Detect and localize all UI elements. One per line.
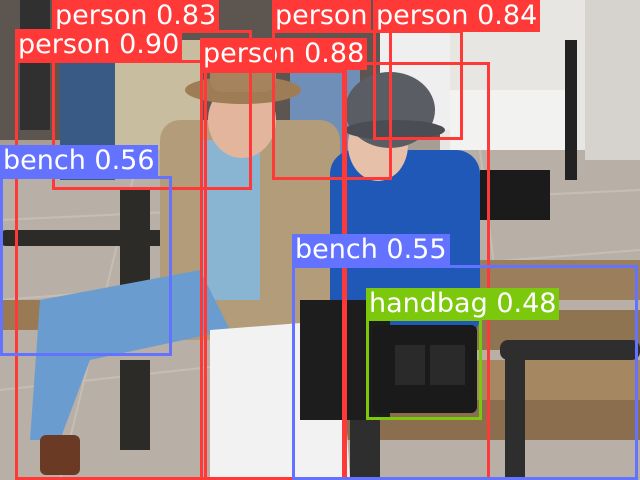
detection-label: handbag 0.48 [366, 288, 560, 320]
detection-label: person 0.84 [373, 0, 541, 32]
detection-label: person [272, 0, 371, 32]
bench-box [0, 176, 172, 356]
detection-label: person 0.90 [15, 29, 183, 61]
bench-box [292, 265, 638, 480]
detection-label: bench 0.55 [292, 234, 450, 266]
person-box [15, 60, 207, 480]
handbag-box [366, 318, 482, 420]
detection-label: bench 0.56 [0, 145, 158, 177]
detection-label: person 0.88 [200, 38, 368, 70]
detection-label: person 0.83 [52, 0, 220, 32]
person-box [272, 30, 392, 180]
